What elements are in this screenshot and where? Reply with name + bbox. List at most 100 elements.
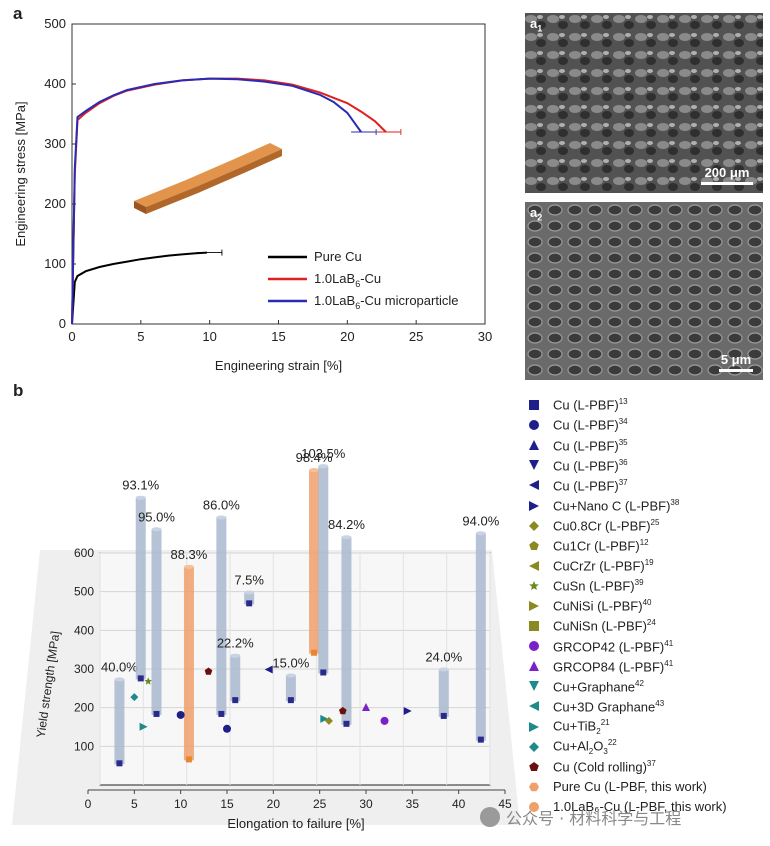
- legend-item: Cu+Graphane42: [527, 676, 767, 696]
- legend-marker-icon: [529, 600, 539, 611]
- bar-percent-label: 88.3%: [170, 547, 207, 562]
- bar: [318, 466, 329, 674]
- watermark: 公众号 · 材料科学与工程: [480, 805, 681, 829]
- sem-label-a2: a: [530, 205, 538, 220]
- legend-item: Cu (L-PBF)34: [527, 415, 767, 435]
- legend-marker-shape: [529, 520, 539, 531]
- legend-item-label: Cu (Cold rolling)37: [553, 759, 656, 775]
- bar-percent-label: 7.5%: [234, 573, 264, 588]
- legend-marker-icon: [529, 721, 539, 732]
- panel-label-b: b: [13, 381, 24, 400]
- legend-item: Pure Cu (L-PBF, this work): [527, 777, 767, 797]
- y-tick-label: 0: [59, 316, 66, 331]
- legend-marker-icon: [529, 480, 539, 491]
- bar-percent-label: 15.0%: [272, 655, 309, 670]
- data-point: [130, 693, 139, 702]
- legend-marker-icon: [529, 661, 539, 672]
- x-tick-label: 15: [271, 329, 285, 344]
- legend-item: Cu1Cr (L-PBF)12: [527, 536, 767, 556]
- legend-marker-shape: [529, 721, 539, 732]
- y-tick-label: 100: [44, 256, 66, 271]
- x-tick-label: 0: [68, 329, 75, 344]
- legend-item: 1.0LaB₆-Cu (L-PBF, this work): [527, 797, 767, 817]
- legend-item: Cu (Cold rolling)37: [527, 757, 767, 777]
- x-tick-label: 25: [409, 329, 423, 344]
- sem-label-a2-sub: 2: [537, 212, 543, 223]
- legend-marker-icon: [529, 440, 539, 451]
- bar-cap: [309, 468, 320, 473]
- yield-vs-elongation-chart: 0 5 10 15 20 25 30 35 40 45 100 200 300 400 500 600 Elon…: [12, 446, 520, 831]
- bar-base-marker: [153, 710, 160, 717]
- bar: [183, 566, 194, 761]
- bar: [309, 470, 320, 654]
- legend-item: Cu+TiB221: [527, 717, 767, 737]
- legend-marker-icon: [529, 520, 539, 531]
- legend-marker-icon: [529, 580, 539, 590]
- bar-base-marker: [218, 710, 225, 717]
- data-point: [362, 703, 370, 712]
- data-point: [380, 716, 389, 725]
- legend-item: Cu (L-PBF)36: [527, 455, 767, 475]
- bar-cap: [341, 535, 352, 540]
- x-axis-label: Engineering strain [%]: [215, 358, 342, 373]
- legend-item-label: Cu+Graphane42: [553, 678, 644, 695]
- x-tick-label: 0: [85, 797, 92, 811]
- bar-percent-label: 103.5%: [301, 446, 346, 461]
- bar-cap: [318, 464, 329, 469]
- legend-item-label: Cu+3D Graphane43: [553, 698, 665, 715]
- legend-marker-shape: [529, 400, 539, 411]
- legend-marker-icon: [529, 560, 539, 571]
- legend-item: Cu (L-PBF)37: [527, 475, 767, 495]
- y-axis-label: Engineering stress [MPa]: [13, 101, 28, 246]
- legend-marker-icon: [529, 400, 539, 411]
- y-tick-label: 400: [74, 623, 94, 637]
- data-point: [264, 665, 273, 674]
- bar-cap: [135, 495, 146, 500]
- legend-item-label: Cu1Cr (L-PBF)12: [553, 538, 649, 554]
- bar-cap: [183, 564, 194, 569]
- legend-item: Cu0.8Cr (L-PBF)25: [527, 516, 767, 536]
- legend-marker-icon: [529, 761, 539, 771]
- x-tick-label: 10: [202, 329, 216, 344]
- bar-cap: [230, 653, 241, 658]
- bar-base-marker: [311, 649, 318, 656]
- y-tick-label: 200: [44, 196, 66, 211]
- bar-base-marker: [246, 600, 253, 607]
- bar-percent-label: 93.1%: [122, 478, 159, 493]
- legend-marker-shape: [529, 782, 539, 792]
- legend-item: CuNiSn (L-PBF)24: [527, 616, 767, 636]
- legend-item-label: Pure Cu (L-PBF, this work): [553, 779, 707, 795]
- legend-marker-shape: [529, 801, 539, 812]
- legend-marker-icon: [529, 540, 539, 550]
- legend-marker-shape: [529, 480, 539, 491]
- sem-label-a1: a: [530, 16, 538, 31]
- chart-b-legend: Cu (L-PBF)13 Cu (L-PBF)34 Cu (L-PBF)35 Cu (…: [527, 395, 767, 817]
- legend-marker-icon: [529, 621, 539, 632]
- legend-item-label: Cu (L-PBF)37: [553, 477, 628, 494]
- x-tick-label: 35: [406, 797, 420, 811]
- legend-marker-icon: [529, 641, 539, 652]
- legend-item: GRCOP84 (L-PBF)41: [527, 656, 767, 676]
- legend-item: Cu (L-PBF)35: [527, 435, 767, 455]
- legend-item-label: 1.0LaB₆-Cu (L-PBF, this work): [553, 799, 727, 815]
- bar-base-marker: [320, 669, 327, 676]
- sem-label-a1-sub: 1: [537, 23, 543, 34]
- legend-item-label: Cu+Nano C (L-PBF)38: [553, 497, 680, 514]
- data-point: [403, 707, 412, 715]
- bar: [341, 537, 352, 725]
- scale-bar-a2: 5 μm: [719, 352, 753, 372]
- legend-item-label: Cu (L-PBF)35: [553, 437, 628, 453]
- legend-item: CuSn (L-PBF)39: [527, 576, 767, 596]
- bar: [135, 497, 146, 680]
- legend-item-label: GRCOP84 (L-PBF)41: [553, 658, 674, 674]
- legend-item-label: Cu (L-PBF)36: [553, 457, 628, 473]
- bar-base-marker: [440, 712, 447, 719]
- wechat-logo-icon: [480, 807, 500, 827]
- legend-marker-icon: [529, 681, 539, 692]
- bar-base-marker: [137, 675, 144, 682]
- bar-percent-label: 86.0%: [203, 497, 240, 512]
- x-tick-label: 20: [267, 797, 281, 811]
- fracture-surface-image-high-mag: a2 5 μm: [525, 202, 763, 380]
- legend-marker-icon: [529, 420, 539, 431]
- legend-item-label: Cu+TiB221: [553, 717, 610, 736]
